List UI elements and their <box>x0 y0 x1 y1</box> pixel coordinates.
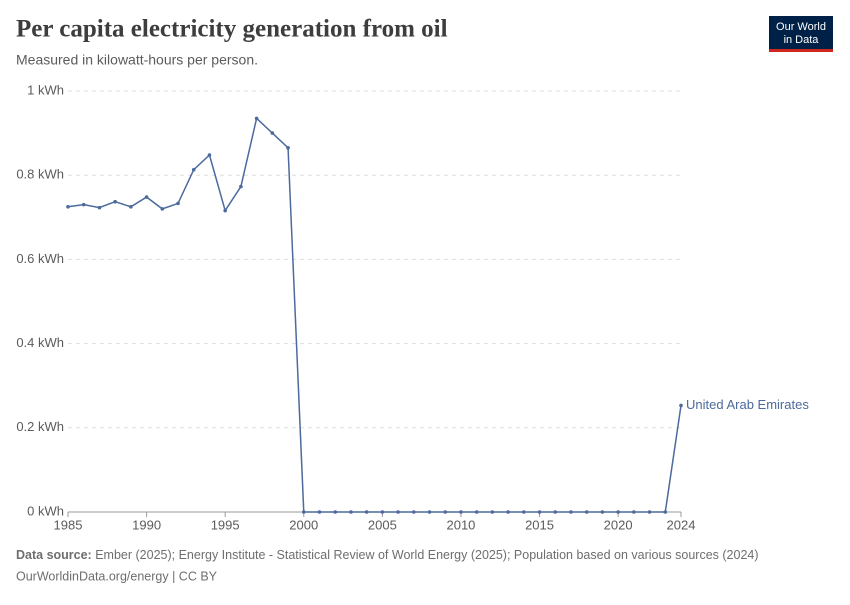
point <box>317 510 322 514</box>
point <box>144 195 149 199</box>
series-label: United Arab Emirates <box>686 397 809 412</box>
source-label: Data source: <box>16 548 92 562</box>
point <box>663 510 668 514</box>
point <box>160 207 165 211</box>
line <box>67 116 682 513</box>
point <box>459 510 463 514</box>
point <box>66 204 70 209</box>
point <box>301 510 306 514</box>
y-tick-label: 0.2 kWh <box>16 419 64 434</box>
point <box>647 510 652 514</box>
y-tick-label: 0 kWh <box>27 503 64 518</box>
point <box>380 510 385 514</box>
chart-title: Per capita electricity generation from o… <box>16 16 448 43</box>
logo-box <box>769 16 833 50</box>
point <box>537 510 542 514</box>
point <box>223 208 227 213</box>
footer-source: Data source: Ember (2025); Energy Instit… <box>16 548 759 562</box>
point <box>584 510 589 514</box>
point <box>396 510 400 514</box>
point <box>411 510 416 514</box>
point <box>97 205 102 210</box>
point <box>239 184 243 189</box>
chart-subtitle: Measured in kilowatt-hours per person. <box>16 52 258 68</box>
y-tick-label: 0.4 kWh <box>16 335 64 350</box>
point <box>506 510 510 514</box>
y-tick-label: 1 kWh <box>27 82 64 97</box>
logo-text: Our World <box>776 21 826 33</box>
point <box>270 131 275 135</box>
point <box>553 510 558 514</box>
x-tick-label: 1995 <box>211 517 240 532</box>
y-tick-label: 0.8 kWh <box>16 167 64 182</box>
point <box>364 510 369 514</box>
point <box>81 202 86 207</box>
point <box>176 201 180 206</box>
y-tick-label: 0.6 kWh <box>16 251 64 266</box>
point <box>600 510 605 514</box>
point <box>427 510 432 514</box>
source-text: Ember (2025); Energy Institute - Statist… <box>95 548 758 562</box>
point <box>522 510 526 514</box>
point <box>349 510 353 514</box>
point <box>286 146 290 150</box>
x-tick-label: 2015 <box>525 517 554 532</box>
point <box>129 204 133 209</box>
x-tick-label: 2000 <box>289 517 318 532</box>
point <box>616 510 620 514</box>
x-tick-label: 2010 <box>446 517 475 532</box>
footer-link[interactable]: OurWorldinData.org/energy | CC BY <box>16 569 218 583</box>
x-tick-label: 1985 <box>54 517 83 532</box>
point <box>632 510 636 514</box>
logo[interactable]: Our World in Data <box>769 16 833 52</box>
point <box>254 116 259 121</box>
point <box>207 153 212 157</box>
logo-text: in Data <box>784 34 820 46</box>
point <box>490 510 495 514</box>
point <box>569 510 573 514</box>
logo-bar <box>769 49 833 52</box>
point <box>191 167 196 172</box>
point <box>443 510 448 514</box>
point <box>474 510 479 514</box>
point <box>113 199 117 204</box>
x-tick-label: 2024 <box>667 517 696 532</box>
point <box>679 403 683 408</box>
x-tick-label: 1990 <box>132 517 161 532</box>
point <box>333 510 338 514</box>
x-tick-label: 2020 <box>604 517 633 532</box>
x-tick-label: 2005 <box>368 517 397 532</box>
